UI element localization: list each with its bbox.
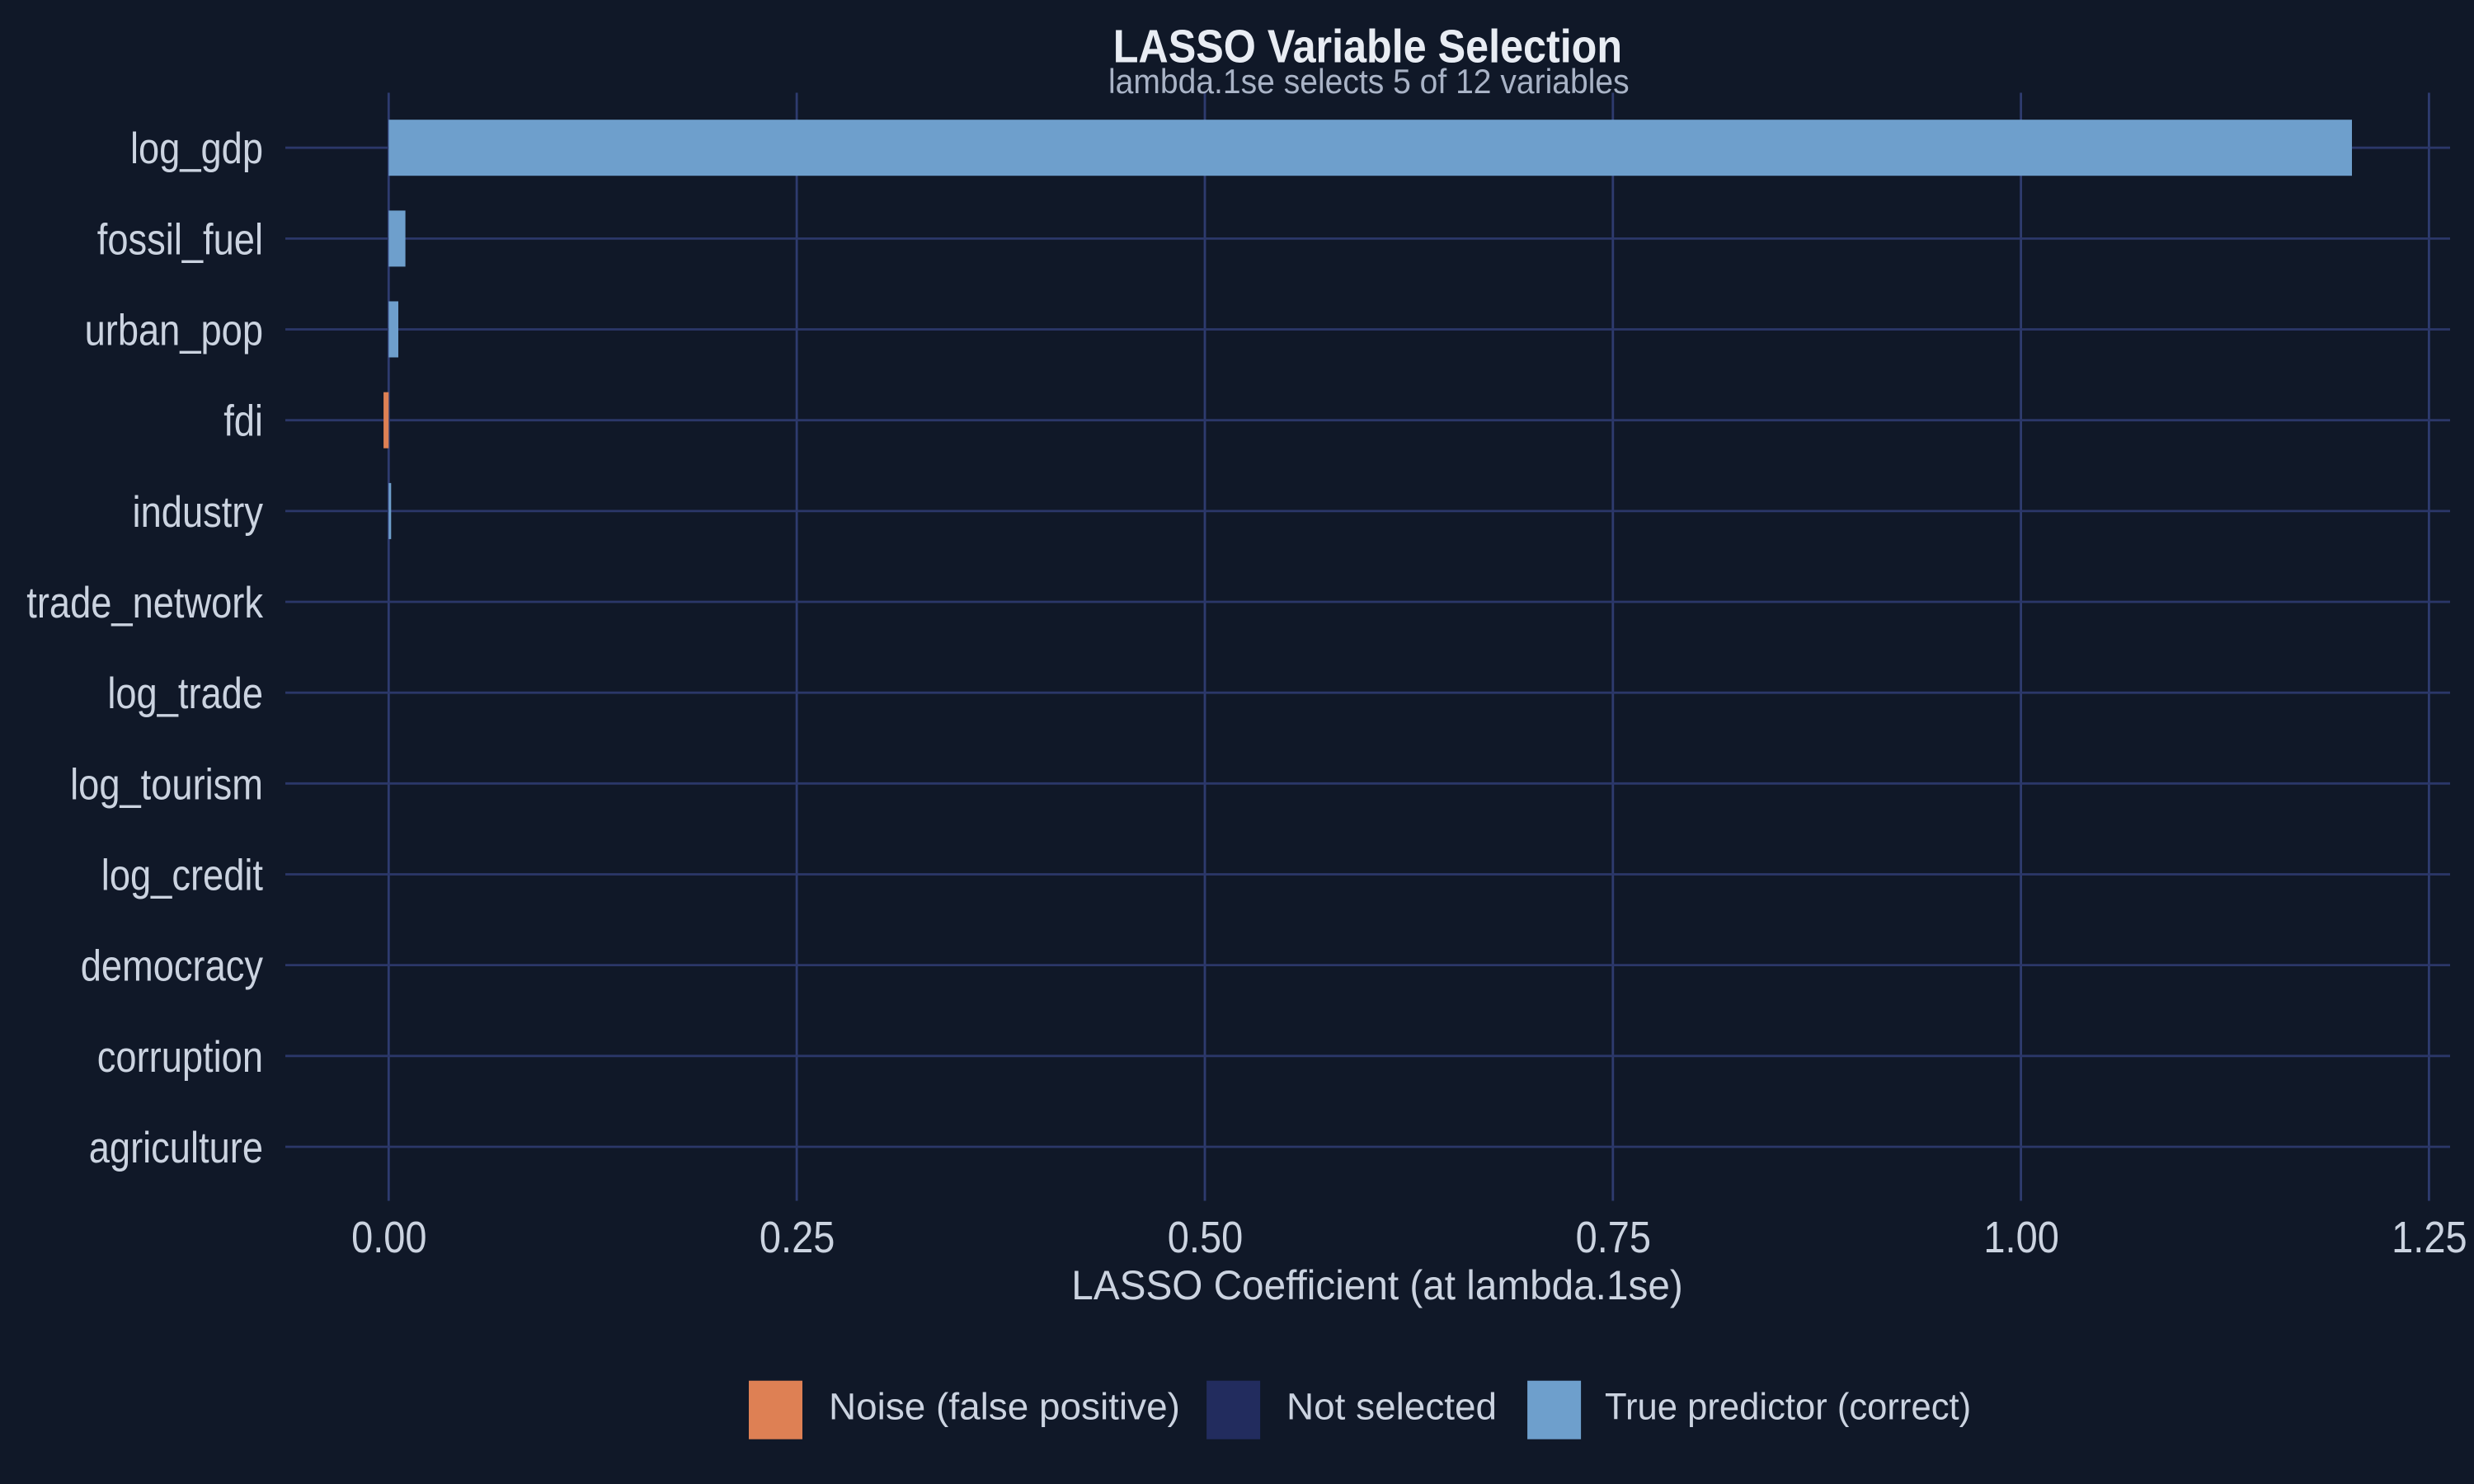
svg-text:fossil_fuel: fossil_fuel: [97, 215, 263, 264]
svg-text:urban_pop: urban_pop: [85, 306, 263, 355]
svg-text:log_tourism: log_tourism: [70, 760, 263, 809]
svg-text:LASSO Variable Selection: LASSO Variable Selection: [1113, 20, 1622, 73]
svg-text:lambda.1se selects 5 of 12 var: lambda.1se selects 5 of 12 variables: [1108, 62, 1630, 101]
svg-text:log_trade: log_trade: [107, 669, 263, 718]
svg-text:Noise (false positive): Noise (false positive): [829, 1386, 1180, 1427]
svg-text:fdi: fdi: [223, 397, 263, 445]
svg-text:0.50: 0.50: [1168, 1212, 1243, 1262]
svg-text:log_gdp: log_gdp: [130, 124, 263, 173]
svg-text:democracy: democracy: [81, 942, 264, 990]
svg-text:log_credit: log_credit: [101, 851, 263, 899]
svg-text:Not selected: Not selected: [1286, 1386, 1497, 1427]
svg-text:1.00: 1.00: [1983, 1212, 2058, 1262]
svg-text:agriculture: agriculture: [89, 1124, 263, 1172]
svg-text:0.25: 0.25: [760, 1212, 835, 1262]
svg-text:trade_network: trade_network: [26, 579, 263, 627]
svg-text:1.25: 1.25: [2392, 1212, 2467, 1262]
svg-text:True predictor (correct): True predictor (correct): [1605, 1387, 1971, 1428]
svg-text:industry: industry: [133, 488, 264, 537]
svg-text:0.00: 0.00: [351, 1212, 426, 1262]
svg-text:corruption: corruption: [97, 1032, 263, 1081]
svg-text:LASSO Coefficient (at lambda.1: LASSO Coefficient (at lambda.1se): [1071, 1263, 1682, 1308]
svg-text:0.75: 0.75: [1576, 1212, 1651, 1262]
